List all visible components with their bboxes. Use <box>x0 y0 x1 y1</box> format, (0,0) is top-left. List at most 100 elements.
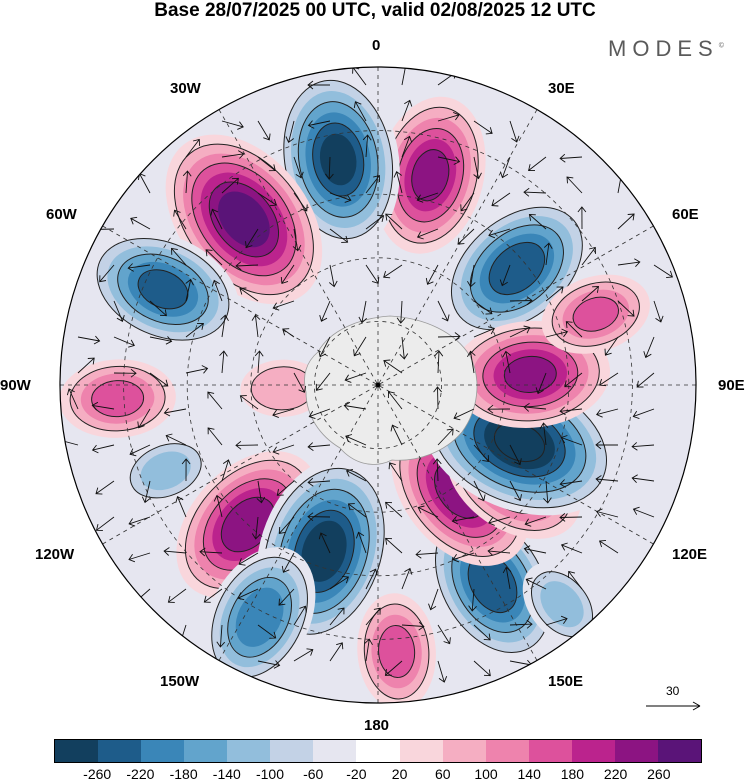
wind-vector-arrow <box>539 422 549 446</box>
wind-vector-arrow <box>77 335 101 345</box>
colorbar-swatch <box>399 740 443 762</box>
wind-vector-arrow <box>113 336 135 348</box>
wind-vector-arrow <box>293 192 308 212</box>
wind-vector-arrow <box>281 552 295 573</box>
wind-vector-arrow <box>383 264 403 279</box>
wind-vector-arrow <box>149 372 169 387</box>
wind-vector-arrow <box>437 300 450 322</box>
wind-vector-arrow <box>278 588 295 606</box>
wind-vector-arrow <box>285 120 295 143</box>
wind-vector-arrow <box>401 99 413 122</box>
brand-mark: © <box>718 42 724 50</box>
wind-vector-arrow <box>509 325 531 338</box>
wind-vector-arrow <box>535 372 547 395</box>
wind-vector-arrow <box>129 444 151 457</box>
wind-vector-arrow <box>433 386 442 410</box>
wind-vector-arrow <box>416 228 439 240</box>
wind-vector-arrow <box>307 477 331 487</box>
wind-vector-arrow <box>345 469 367 482</box>
wind-vector-arrow <box>473 624 491 641</box>
wind-vector-arrow <box>213 494 223 518</box>
wind-vector-arrow <box>545 286 564 302</box>
wind-vector-arrow <box>473 120 493 135</box>
wind-vector-arrow <box>432 458 442 482</box>
wind-vector-arrow <box>595 475 619 484</box>
positive-anomaly-cell <box>375 96 486 254</box>
wind-vector-arrow <box>220 314 229 338</box>
wind-vector-arrow <box>417 505 439 518</box>
colorbar-tick-label: 100 <box>474 766 498 782</box>
wind-vector-arrow <box>257 120 271 141</box>
wind-vector-arrow <box>221 459 232 482</box>
wind-vector-arrow <box>137 408 151 429</box>
wind-vector-arrow <box>473 300 493 315</box>
wind-vector-arrow <box>113 300 125 322</box>
lon-label-120w: 120W <box>35 546 75 563</box>
wind-vector-arrow <box>128 516 151 527</box>
wind-vector-arrow <box>173 209 187 230</box>
wind-vector-arrow <box>221 150 245 159</box>
wind-vector-arrow <box>91 444 115 454</box>
wind-vector-arrow <box>113 368 137 378</box>
colorbar-tick-label: -180 <box>169 766 198 782</box>
colorbar-swatch <box>571 740 615 762</box>
wind-vector-arrow <box>205 249 223 266</box>
wind-vector-arrow <box>559 153 583 163</box>
colorbar-swatch <box>141 740 185 762</box>
wind-vector-arrow <box>473 444 490 463</box>
wind-vector-arrow <box>604 336 619 356</box>
wind-vector-arrow <box>257 624 277 639</box>
wind-vector-arrow <box>451 516 475 525</box>
colorbar-tick-labels: -260 -220 -180 -140 -100 -60 -20 20 60 100 140 180 2… <box>0 766 750 783</box>
wind-vector-arrow <box>254 350 264 374</box>
positive-anomaly-cell <box>240 359 325 417</box>
colorbar-tick-label: -260 <box>83 766 112 782</box>
latitude-circle <box>186 193 570 577</box>
colorbar-swatch <box>184 740 228 762</box>
wind-vector-arrow <box>185 365 209 374</box>
wind-vector-arrow <box>617 300 635 317</box>
map-disc-border <box>59 66 697 704</box>
wind-vector-arrow <box>437 428 454 446</box>
wind-vector-arrow <box>388 462 403 482</box>
anomaly-contour <box>140 451 191 491</box>
wind-vector-arrow <box>437 332 461 341</box>
wind-vector-arrow <box>185 138 200 158</box>
wind-vector-arrow <box>319 300 331 322</box>
wind-vector-arrow <box>238 552 259 566</box>
wind-vector-arrow <box>396 300 406 324</box>
colorbar-tick-label: -20 <box>346 766 367 782</box>
wind-vector-arrow <box>345 434 367 446</box>
negative-anomaly-cell <box>120 436 212 506</box>
wind-vector-arrow <box>329 192 352 203</box>
colorbar-tick-label: 220 <box>603 766 628 782</box>
map-title: Base 28/07/2025 00 UTC, valid 02/08/2025… <box>154 0 596 21</box>
wind-vector-arrow <box>128 552 151 563</box>
lon-label-60e: 60E <box>672 206 699 223</box>
wind-vector-arrow <box>278 516 295 534</box>
wind-vector-arrow <box>347 503 367 518</box>
colorbar-swatch <box>356 740 400 762</box>
anomaly-contour <box>572 296 620 332</box>
wind-vector-arrow <box>235 440 259 450</box>
wind-vector-arrow <box>385 537 403 554</box>
wind-vector-arrow <box>237 588 259 601</box>
wind-vector-arrow <box>543 480 552 504</box>
wind-vector-arrow <box>307 80 330 90</box>
wind-vector-arrow <box>453 408 475 421</box>
wind-vector-arrow <box>632 408 655 420</box>
wind-vector-arrow <box>653 300 664 323</box>
meridian-line <box>102 225 654 545</box>
wind-vector-arrow <box>272 300 295 311</box>
latitude-circle <box>313 320 442 449</box>
wind-vector-arrow <box>175 496 187 518</box>
wind-vector-arrow <box>457 228 475 245</box>
anomaly-contour <box>235 587 284 647</box>
wind-vector-arrow <box>163 407 187 417</box>
reference-vector-label: 30 <box>666 684 680 698</box>
colorbar-tick-label: 20 <box>391 766 408 782</box>
wind-vector-arrow <box>598 539 619 554</box>
wind-vector-arrow <box>315 372 331 391</box>
wind-vector-arrow <box>329 228 349 243</box>
